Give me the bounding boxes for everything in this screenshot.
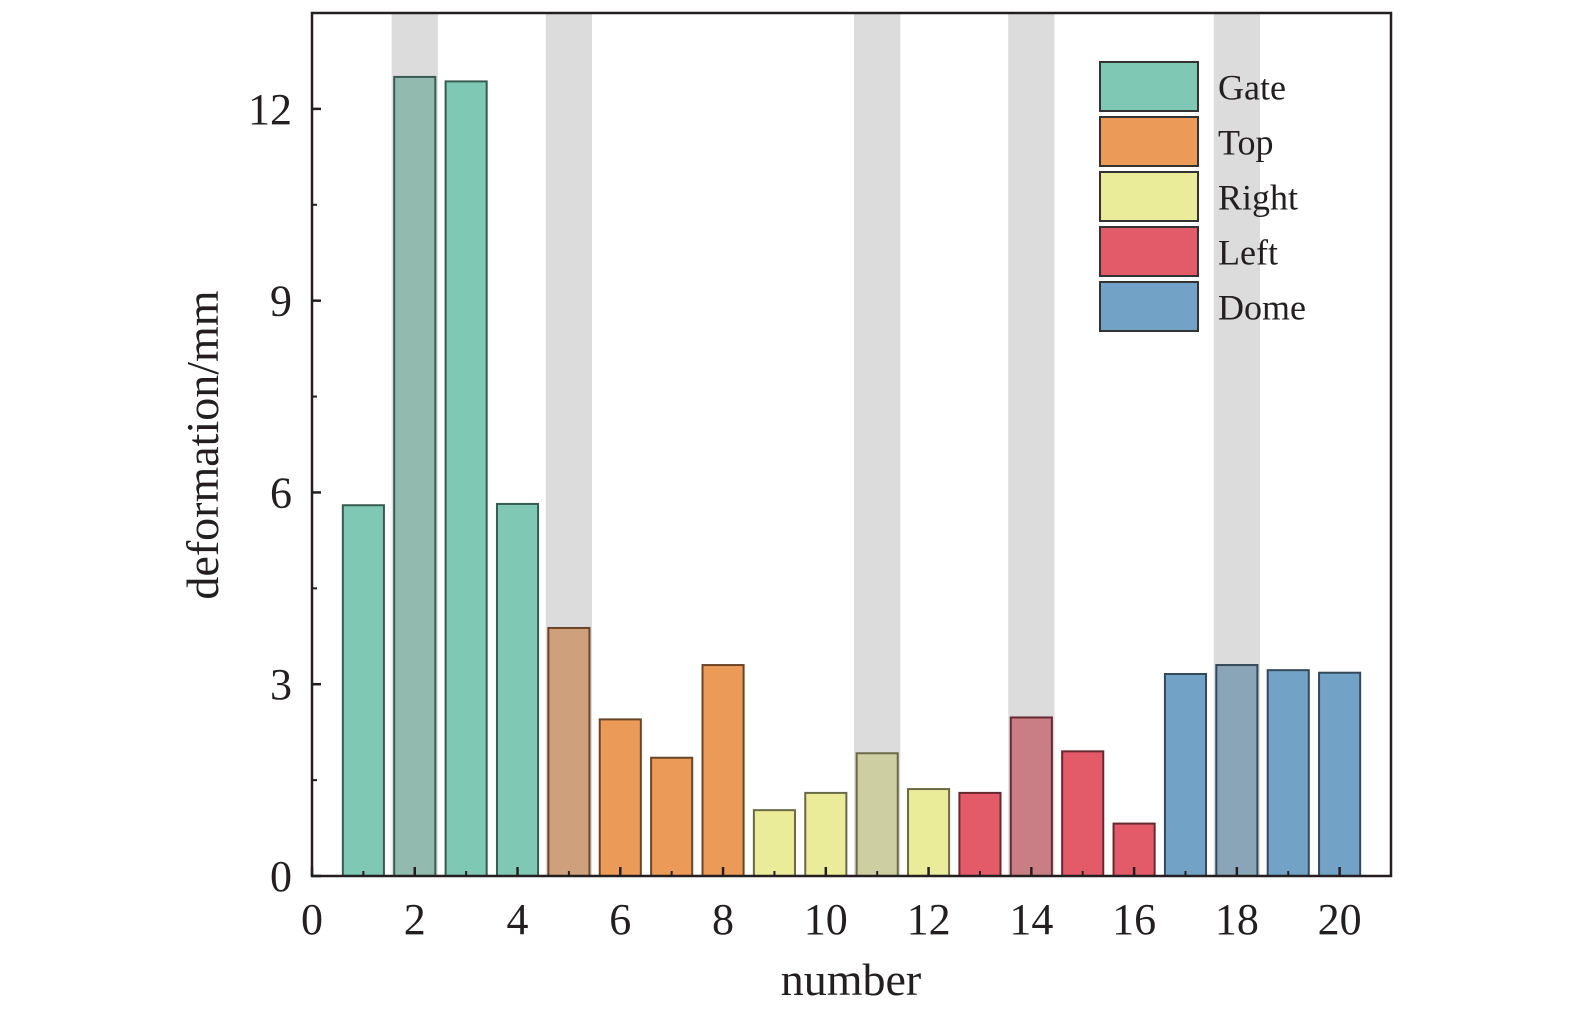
bar-right: [855, 752, 899, 877]
x-tick-label: 16: [1112, 895, 1156, 944]
x-tick-label: 12: [907, 895, 951, 944]
bar-dome: [1266, 669, 1310, 877]
axis-ticks: 0 2 4 6 8 10 12 14 16 18 20 0 3 6 9 12: [248, 85, 1362, 944]
bar-dome: [1318, 671, 1362, 878]
x-tick-label: 2: [404, 895, 426, 944]
plot-frame: [310, 11, 1393, 878]
bar-gate: [495, 502, 540, 877]
highlight-band: [854, 13, 901, 876]
bars: [341, 75, 1362, 878]
y-tick-label: 6: [270, 468, 292, 517]
y-tick-label: 0: [270, 852, 292, 901]
bar-top: [701, 664, 745, 877]
bar-top: [547, 626, 591, 877]
y-tick-label: 3: [270, 660, 292, 709]
x-tick-label: 10: [804, 895, 848, 944]
bar-top: [650, 756, 694, 878]
bar-left: [1009, 716, 1053, 877]
x-tick-label: 14: [1009, 895, 1053, 944]
x-tick-label: 0: [301, 895, 323, 944]
bar-top: [598, 718, 642, 877]
x-tick-label: 8: [712, 895, 734, 944]
x-tick-label: 4: [507, 895, 529, 944]
bar-left: [1061, 750, 1105, 877]
bar-left: [958, 791, 1002, 878]
bar-dome: [1163, 672, 1208, 877]
legend-swatch-dome: [1099, 281, 1199, 332]
x-tick-label: 18: [1215, 895, 1259, 944]
legend-swatch-gate: [1099, 61, 1199, 112]
bar-dome: [1215, 664, 1259, 877]
legend-label-top: Top: [1218, 123, 1273, 163]
legend-swatch-right: [1099, 171, 1199, 222]
y-axis-title: deformation/mm: [177, 290, 228, 599]
legend-swatch-top: [1099, 116, 1199, 167]
legend-label-left: Left: [1218, 233, 1278, 273]
legend-swatch-left: [1099, 226, 1199, 277]
x-tick-label: 6: [609, 895, 631, 944]
bar-right: [752, 809, 796, 878]
bar-right: [907, 788, 951, 877]
y-tick-label: 12: [248, 85, 292, 134]
y-tick-label: 9: [270, 277, 292, 326]
legend-label-gate: Gate: [1218, 68, 1286, 108]
bar-gate: [444, 80, 488, 877]
legend-label-right: Right: [1218, 178, 1298, 218]
bar-right: [804, 791, 848, 878]
bar-gate: [393, 75, 437, 878]
x-axis-title: number: [781, 954, 922, 1005]
legend-label-dome: Dome: [1218, 288, 1306, 328]
x-tick-label: 20: [1318, 895, 1362, 944]
bar-gate: [341, 504, 385, 877]
legend: Gate Top Right Left Dome: [1099, 61, 1306, 332]
